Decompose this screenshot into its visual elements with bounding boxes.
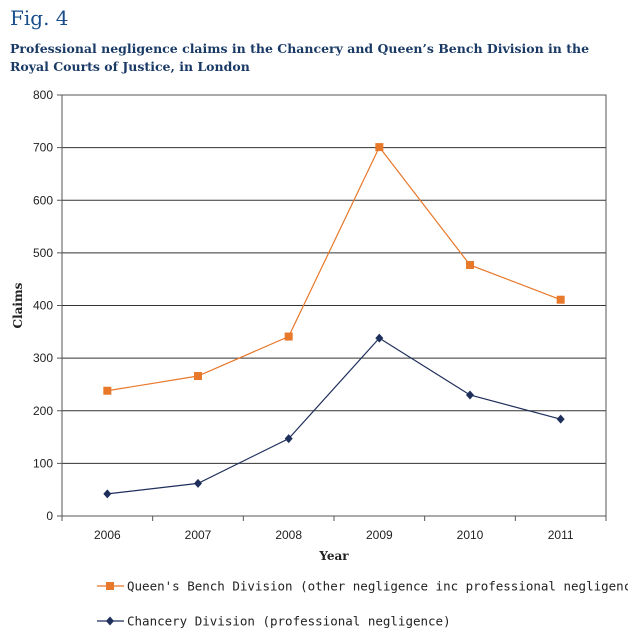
y-tick-label: 300	[33, 351, 53, 365]
data-point	[466, 390, 474, 400]
x-axis-ticks: 2006 2007 2008 2009 2010 2011	[61, 516, 607, 542]
y-tick-label: 0	[46, 509, 53, 523]
legend-marker	[106, 616, 114, 626]
legend-item: Queen's Bench Division (other negligence…	[97, 579, 628, 594]
legend-item: Chancery Division (professional negligen…	[97, 614, 451, 629]
data-point	[375, 333, 384, 343]
x-tick-label: 2011	[548, 528, 574, 542]
y-axis-title: Claims	[11, 282, 25, 328]
data-point	[194, 478, 202, 488]
data-point	[375, 143, 384, 152]
x-tick-label: 2008	[275, 528, 302, 542]
gridlines	[62, 147, 606, 464]
y-tick-label: 500	[33, 246, 53, 260]
series-lines	[103, 143, 565, 499]
x-tick-label: 2010	[457, 528, 484, 542]
data-point	[466, 260, 474, 269]
data-point	[103, 489, 112, 499]
y-tick-label: 100	[33, 456, 53, 470]
legend-label: Queen's Bench Division (other negligence…	[127, 579, 628, 594]
data-point	[556, 295, 565, 304]
x-tick-label: 2007	[185, 528, 212, 542]
figure-title: Professional negligence claims in the Ch…	[10, 41, 590, 74]
data-point	[284, 332, 293, 341]
x-tick-label: 2009	[366, 528, 393, 542]
series-chancery	[103, 333, 565, 499]
data-point	[103, 386, 112, 395]
series-line	[107, 145, 561, 392]
data-point	[194, 372, 202, 381]
x-axis-title: Year	[318, 549, 349, 563]
y-axis-ticks: 0 100 200 300 400 500 600 700 800	[33, 88, 62, 523]
legend-marker	[106, 582, 114, 590]
figure-label: Fig. 4	[10, 6, 69, 30]
series-queens-bench	[103, 143, 565, 395]
x-tick-label: 2006	[94, 528, 121, 542]
y-tick-label: 200	[33, 404, 53, 418]
y-tick-label: 400	[33, 299, 53, 313]
data-point	[556, 414, 565, 424]
y-tick-label: 600	[33, 193, 53, 207]
legend-label: Chancery Division (professional negligen…	[127, 614, 451, 629]
series-line	[107, 337, 561, 495]
legend: Queen's Bench Division (other negligence…	[97, 579, 628, 629]
y-tick-label: 700	[33, 141, 53, 155]
y-tick-label: 800	[33, 88, 53, 102]
data-point	[284, 434, 293, 444]
